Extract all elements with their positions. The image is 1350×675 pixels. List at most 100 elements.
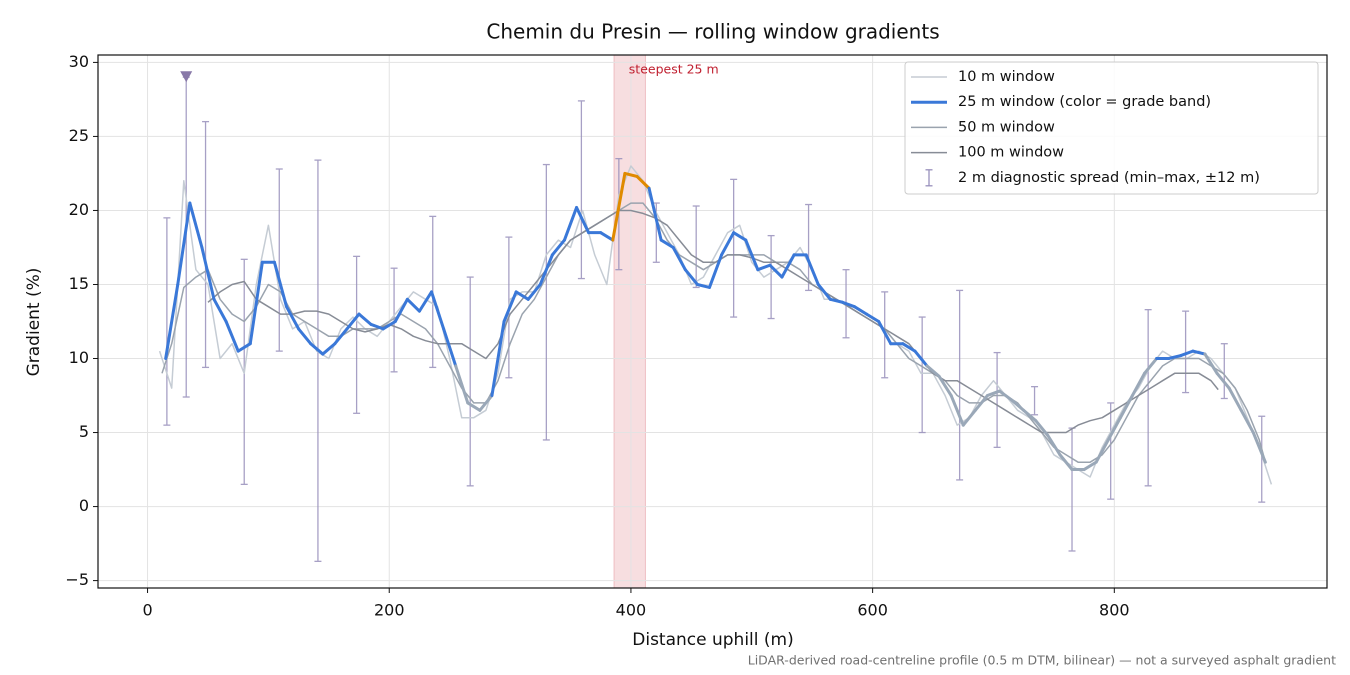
line-segment [176, 201, 192, 286]
line-segment [720, 231, 736, 257]
line-segment [1010, 398, 1026, 412]
line-segment [1143, 357, 1159, 375]
line-segment [647, 186, 663, 242]
line-segment [478, 394, 494, 412]
legend-label: 2 m diagnostic spread (min–max, ±12 m) [958, 170, 1260, 186]
error-bar [692, 205, 700, 289]
error-bar [202, 120, 210, 369]
x-tick-label: 200 [374, 601, 405, 620]
legend-swatch [925, 169, 933, 187]
plot-frame [97, 54, 1328, 589]
line-segment [865, 312, 881, 323]
line-segment [490, 320, 506, 398]
line-segment [393, 297, 409, 323]
x-axis-label: Distance uphill (m) [632, 630, 793, 650]
series-line [207, 209, 1219, 434]
line-segment [164, 282, 180, 361]
legend-label: 100 m window [958, 145, 1064, 161]
x-tick-label: 800 [1099, 601, 1130, 620]
line-segment [357, 312, 373, 326]
error-bar [918, 316, 926, 434]
line-segment [502, 290, 518, 323]
line-segment [985, 389, 1002, 398]
line-segment [1227, 386, 1243, 412]
line-segment [1046, 434, 1062, 457]
line-segment [683, 268, 699, 286]
error-bar [1107, 402, 1115, 500]
line-segment [611, 171, 627, 242]
line-segment [236, 342, 252, 353]
line-segment [309, 342, 325, 356]
error-bar [314, 159, 322, 562]
line-segment [671, 245, 687, 272]
legend-label: 10 m window [958, 69, 1055, 85]
line-segment [937, 374, 953, 398]
line-segment [768, 263, 784, 279]
line-segment [297, 327, 313, 346]
peak-marker [180, 71, 193, 83]
x-tick-label: 400 [616, 601, 647, 620]
line-segment [1130, 371, 1147, 398]
error-bar [1068, 427, 1076, 552]
line-segment [248, 260, 264, 346]
error-bar [993, 351, 1001, 448]
legend-label: 25 m window (color = grade band) [958, 94, 1211, 110]
y-axis-label: Gradient (%) [24, 268, 44, 377]
line-segment [1094, 438, 1110, 464]
line-segment [1082, 460, 1098, 472]
line-segment [961, 408, 977, 427]
line-segment [901, 342, 917, 353]
error-bar [275, 168, 283, 352]
line-segment [780, 253, 796, 279]
x-tick-label: 600 [857, 601, 888, 620]
y-tick-label: −5 [65, 570, 89, 589]
line-segment [1215, 371, 1231, 390]
line-segment [1251, 431, 1267, 464]
line-segment [877, 320, 893, 346]
error-bar [1144, 309, 1152, 487]
line-segment [369, 322, 385, 331]
y-tick-label: 20 [69, 200, 89, 219]
error-bar [1220, 343, 1228, 400]
line-segment [321, 342, 337, 356]
line-segment [804, 253, 820, 286]
error-bar [1258, 415, 1266, 503]
line-segment [333, 327, 349, 346]
error-bar [730, 178, 738, 318]
line-segment [454, 364, 470, 405]
line-segment [514, 290, 530, 301]
line-segment [913, 349, 929, 368]
line-segment [1022, 408, 1038, 423]
error-bar [466, 276, 474, 487]
line-segment [405, 297, 421, 313]
line-segment [732, 231, 748, 242]
error-bar [1182, 310, 1190, 394]
line-segment [695, 282, 711, 289]
line-segment [1167, 354, 1183, 361]
y-tick-label: 0 [79, 496, 89, 515]
error-bar [767, 234, 775, 320]
line-segment [599, 231, 615, 242]
line-segment [1106, 416, 1122, 442]
highlight-label: steepest 25 m [629, 62, 719, 77]
line-segment [1239, 408, 1255, 435]
error-bar [577, 100, 585, 280]
line-segment [840, 300, 856, 309]
x-tick-label: 0 [142, 601, 152, 620]
line-segment [345, 312, 361, 331]
line-segment [538, 253, 554, 286]
line-segment [526, 282, 542, 301]
footnote: LiDAR-derived road-centreline profile (0… [748, 653, 1336, 668]
error-bar [542, 163, 550, 441]
line-segment [1179, 349, 1195, 358]
line-segment [417, 290, 434, 313]
legend-label: 50 m window [958, 119, 1055, 135]
line-segment [575, 205, 591, 235]
line-segment [635, 174, 651, 190]
error-bar [353, 255, 361, 414]
line-segment [1191, 349, 1207, 356]
y-tick-label: 5 [79, 422, 89, 441]
line-segment [381, 320, 397, 331]
line-segment [442, 327, 458, 368]
